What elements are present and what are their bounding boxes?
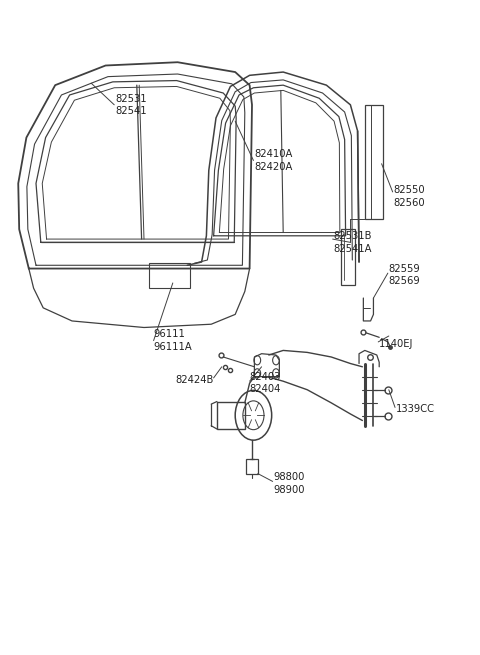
Bar	[341, 229, 355, 285]
Text: 82424B: 82424B	[175, 375, 214, 385]
Bar	[149, 263, 190, 288]
Text: 82550
82560: 82550 82560	[394, 185, 425, 208]
Text: 96111
96111A: 96111 96111A	[154, 329, 192, 352]
Bar	[365, 105, 383, 219]
Text: 82531
82541: 82531 82541	[115, 94, 147, 116]
Text: 82403
82404: 82403 82404	[250, 372, 281, 394]
Bar	[246, 458, 258, 474]
Text: 1339CC: 1339CC	[396, 404, 435, 415]
Text: 98800
98900: 98800 98900	[274, 472, 305, 495]
Text: 82531B
82541A: 82531B 82541A	[334, 231, 372, 253]
Text: 1140EJ: 1140EJ	[379, 339, 414, 349]
Bar	[217, 402, 245, 429]
Text: 82410A
82420A: 82410A 82420A	[254, 149, 293, 172]
Text: 82559
82569: 82559 82569	[389, 264, 420, 286]
